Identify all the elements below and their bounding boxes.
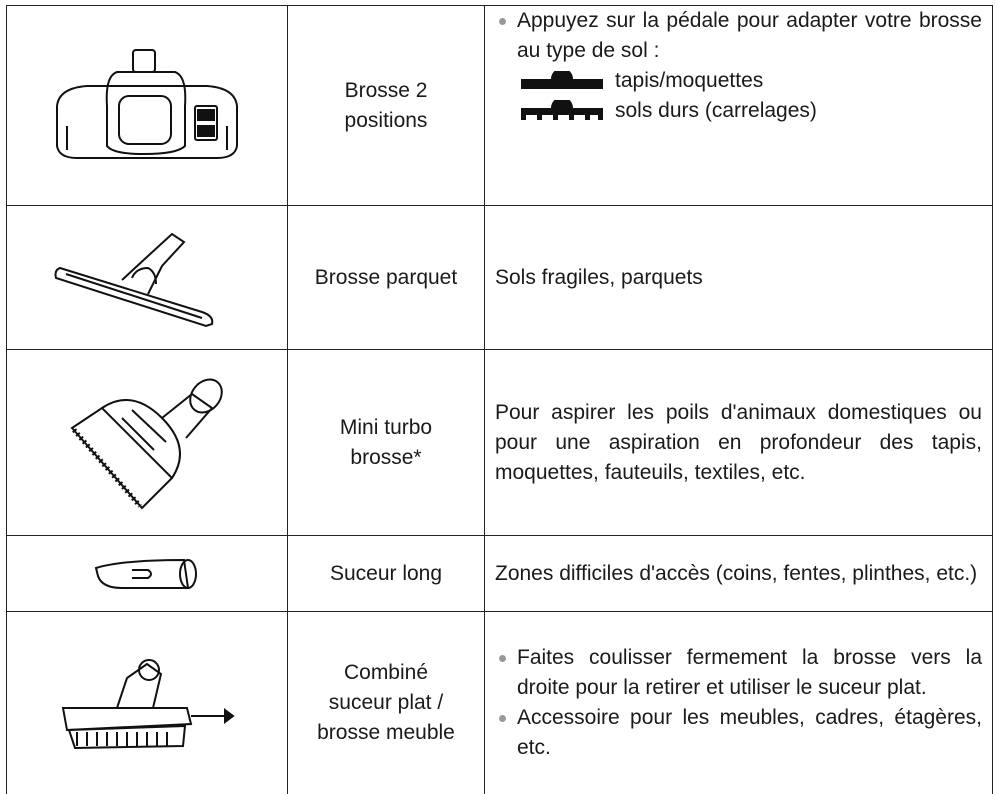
name-cell: Suceur long <box>287 535 485 612</box>
description: Sols fragiles, parquets <box>495 265 703 289</box>
name-cell: Mini turbo brosse* <box>287 349 485 536</box>
name-cell: Brosse 2 positions <box>287 5 485 206</box>
image-cell <box>6 205 288 350</box>
description-cell: Faites coulisser fermement la brosse ver… <box>484 611 993 794</box>
legend-item: tapis/moquettes <box>495 66 982 96</box>
name-cell: Combiné suceur plat / brosse meuble <box>287 611 485 794</box>
pedal-icon <box>521 100 603 120</box>
description-cell: Sols fragiles, parquets <box>484 205 993 350</box>
name-line: Combiné <box>343 660 429 684</box>
image-cell <box>6 535 288 612</box>
row: Mini turbo brosse* Pour aspirer les poil… <box>6 349 993 536</box>
name-line: suceur plat / <box>328 690 444 714</box>
name-line: brosse meuble <box>317 720 455 744</box>
row: Combiné suceur plat / brosse meuble Fait… <box>6 611 993 794</box>
description-cell: Appuyez sur la pédale pour adapter votre… <box>484 5 993 206</box>
description: Zones difficiles d'accès (coins, fentes,… <box>495 561 978 585</box>
accessory-table: Brosse 2 positions Appuyez sur la pédale… <box>6 5 993 794</box>
crevice-tool-icon <box>94 558 197 589</box>
legend-text: sols durs (carrelages) <box>615 99 817 122</box>
combo-tool-icon <box>61 658 235 749</box>
image-cell <box>6 611 288 794</box>
parquet-brush-icon <box>54 232 214 327</box>
bullet: Accessoire pour les meubles, cadres, éta… <box>495 703 982 763</box>
pedal-icon <box>521 71 603 89</box>
bullet: Appuyez sur la pédale pour adapter votre… <box>495 6 982 66</box>
image-cell <box>6 349 288 536</box>
name-line: brosse* <box>350 445 422 469</box>
name-line: Brosse parquet <box>314 265 458 289</box>
turbo-brush-icon <box>70 378 223 509</box>
image-cell <box>6 5 288 206</box>
row: Brosse parquet Sols fragiles, parquets <box>6 205 993 350</box>
name-cell: Brosse parquet <box>287 205 485 350</box>
row: Suceur long Zones difficiles d'accès (co… <box>6 535 993 612</box>
legend-item: sols durs (carrelages) <box>495 96 982 126</box>
name-line: Suceur long <box>329 561 443 585</box>
name-line: positions <box>344 108 428 132</box>
row: Brosse 2 positions Appuyez sur la pédale… <box>6 5 993 206</box>
bullet: Faites coulisser fermement la brosse ver… <box>495 643 982 703</box>
legend-text: tapis/moquettes <box>615 69 764 92</box>
floor-brush-icon <box>56 48 238 159</box>
name-line: Brosse 2 <box>344 78 428 102</box>
description-cell: Zones difficiles d'accès (coins, fentes,… <box>484 535 993 612</box>
description: Pour aspirer les poils d'animaux domesti… <box>495 400 982 484</box>
name-line: Mini turbo <box>339 415 433 439</box>
description-cell: Pour aspirer les poils d'animaux domesti… <box>484 349 993 536</box>
